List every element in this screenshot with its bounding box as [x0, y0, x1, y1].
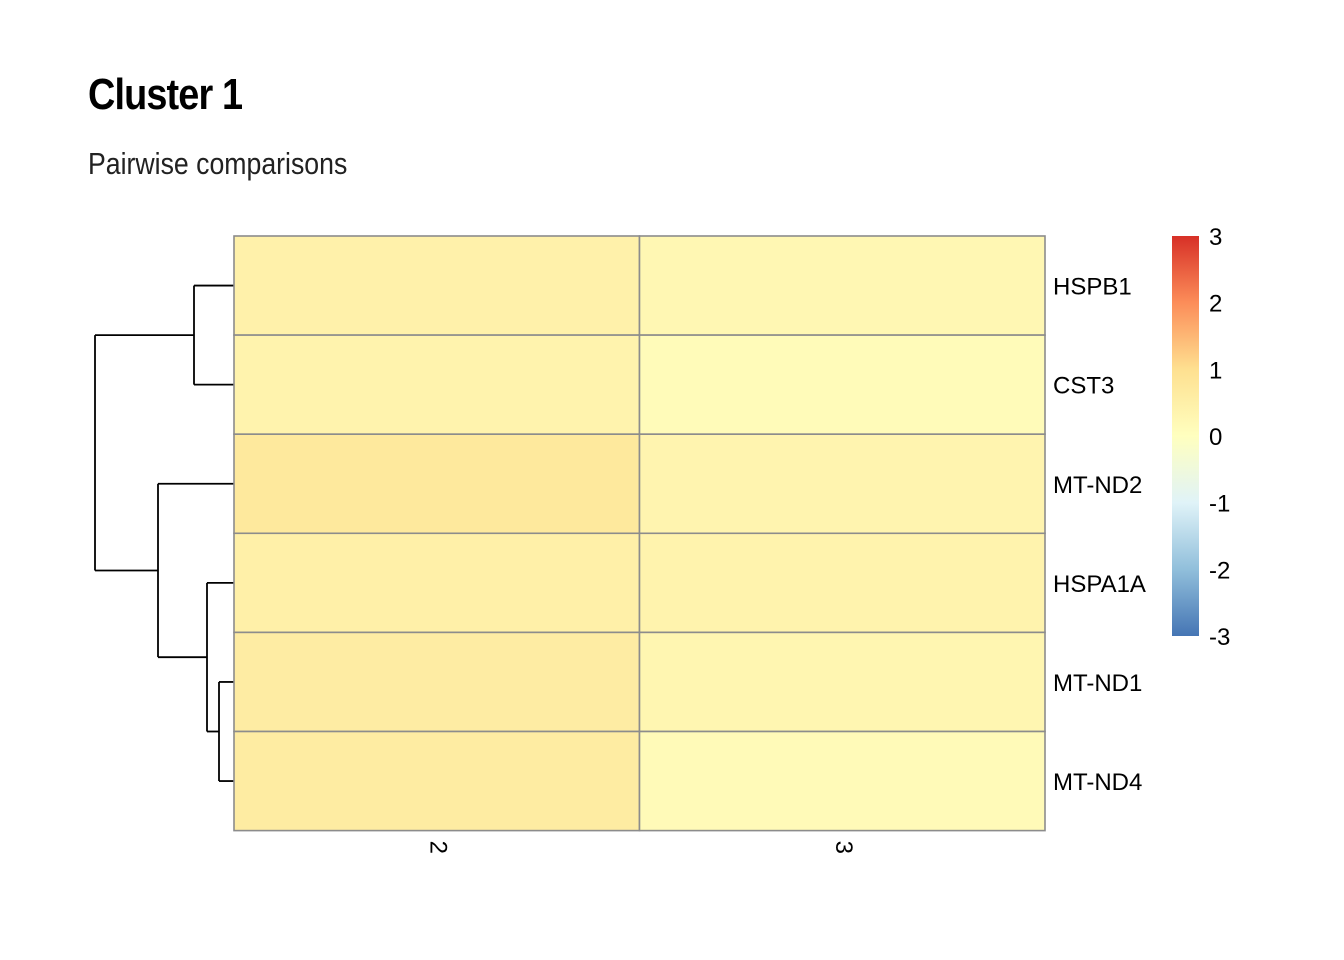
row-labels: HSPB1 CST3 MT-ND2 HSPA1A MT-ND1 MT-ND4: [1053, 274, 1146, 797]
legend-tick-label: -1: [1209, 491, 1230, 518]
chart-title: Cluster 1: [88, 70, 243, 119]
heatmap-cell-hspa1a-3: [638, 532, 1046, 634]
row-label-mt-nd1: MT-ND1: [1053, 670, 1142, 697]
legend-tick-label: -2: [1209, 557, 1230, 584]
legend-tick-label: 1: [1209, 357, 1222, 384]
heatmap-cell-mt-nd2-2: [233, 433, 641, 535]
row-label-hspb1: HSPB1: [1053, 274, 1132, 301]
color-legend: 3 2 1 0 -1 -2 -3: [1172, 224, 1230, 651]
heatmap-cell-hspa1a-2: [233, 532, 641, 634]
column-label-2: 2: [424, 841, 451, 854]
heatmap-cell-cst3-2: [233, 334, 641, 436]
column-label-3: 3: [830, 841, 857, 854]
heatmap-cell-hspb1-2: [233, 235, 641, 336]
row-label-mt-nd2: MT-ND2: [1053, 472, 1142, 499]
row-label-hspa1a: HSPA1A: [1053, 571, 1146, 598]
legend-tick-label: 3: [1209, 224, 1222, 251]
legend-tick-label: 2: [1209, 291, 1222, 318]
heatmap-cell-mt-nd1-3: [638, 631, 1046, 733]
chart-subtitle: Pairwise comparisons: [88, 146, 348, 181]
row-label-mt-nd4: MT-ND4: [1053, 769, 1142, 796]
heatmap-cells: [233, 235, 1046, 832]
legend-tick-label: 0: [1209, 424, 1222, 451]
row-label-cst3: CST3: [1053, 373, 1114, 400]
heatmap-cell-cst3-3: [638, 334, 1046, 436]
heatmap-cell-mt-nd4-3: [638, 730, 1046, 832]
row-dendrogram: [94, 284, 234, 782]
heatmap-cell-hspb1-3: [638, 235, 1046, 336]
heatmap-cell-mt-nd2-3: [638, 433, 1046, 535]
legend-tick-label: -3: [1209, 624, 1230, 651]
heatmap-cell-mt-nd4-2: [233, 730, 641, 832]
legend-color-bar: [1172, 236, 1199, 636]
heatmap-cell-mt-nd1-2: [233, 631, 641, 733]
